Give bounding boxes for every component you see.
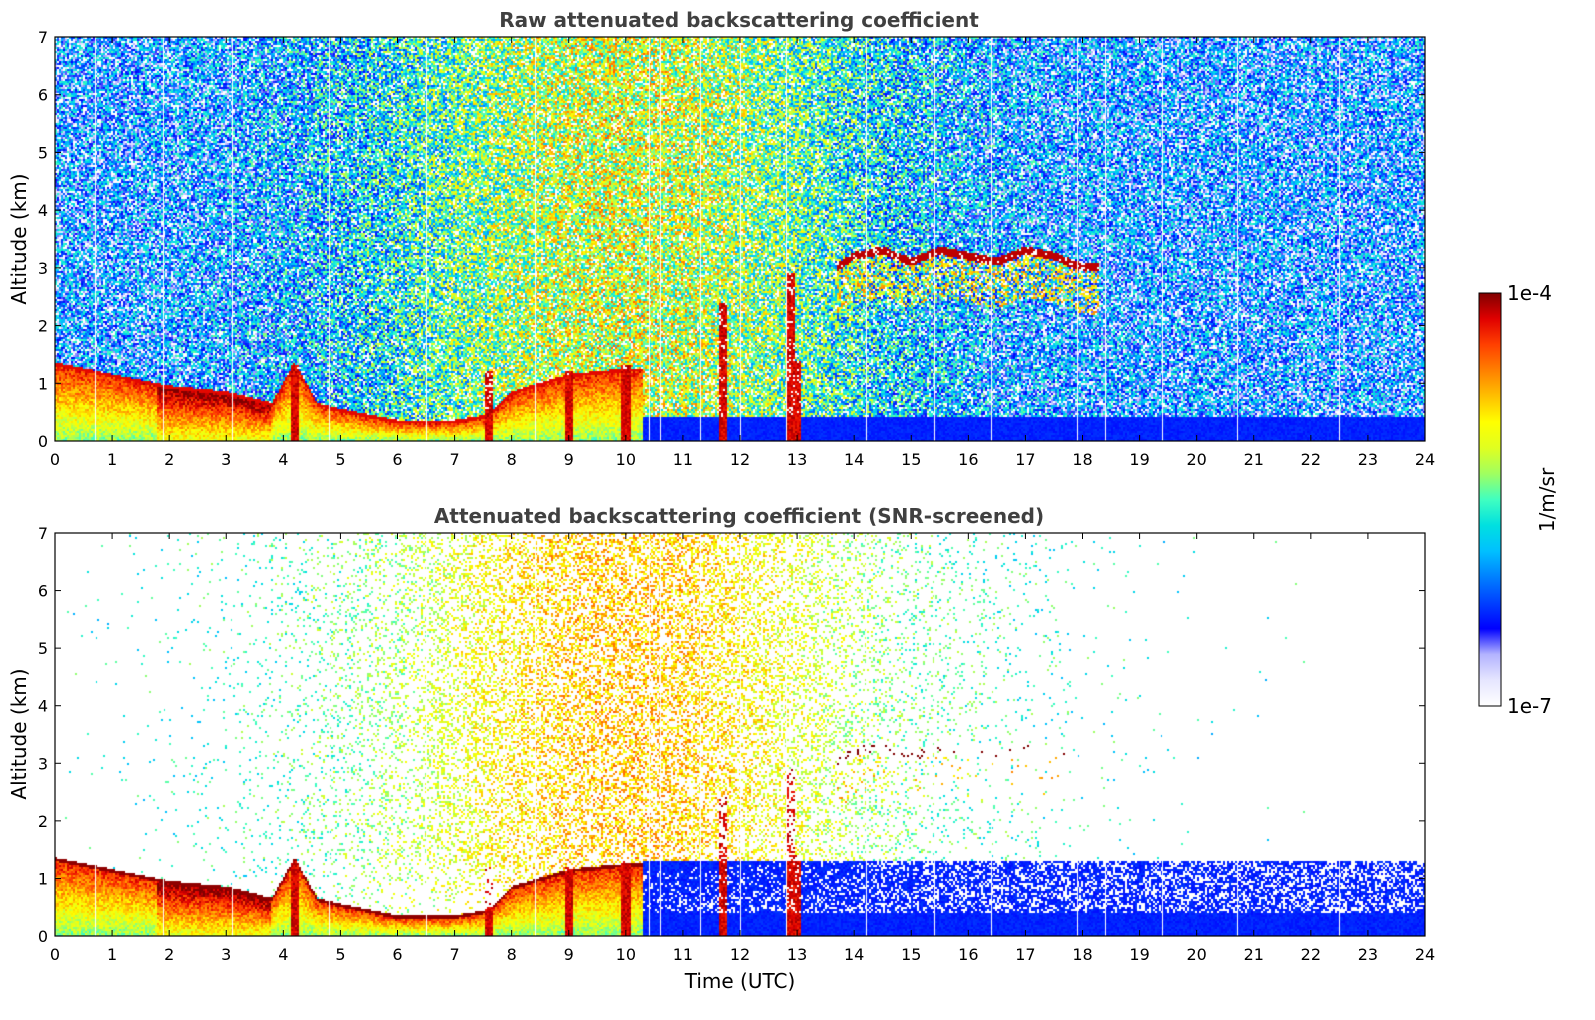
top-y-axis-label: Altitude (km) (7, 173, 31, 304)
bottom-y-tick-label: 7 (38, 524, 48, 543)
bottom-y-tick-label: 4 (38, 697, 48, 716)
bottom-x-tick-label: 23 (1358, 945, 1378, 964)
bottom-x-tick-label: 13 (787, 945, 807, 964)
bottom-x-tick-label: 1 (107, 945, 117, 964)
top-y-tick-label: 6 (38, 86, 48, 105)
x-axis-label: Time (UTC) (684, 969, 796, 993)
top-y-tick-label: 1 (38, 374, 48, 393)
colorbar-unit-label: 1/m/sr (1535, 467, 1559, 532)
bottom-panel-title: Attenuated backscattering coefficient (S… (434, 504, 1044, 528)
top-x-tick-label: 14 (844, 450, 864, 469)
bottom-x-tick-label: 18 (1072, 945, 1092, 964)
bottom-x-tick-label: 22 (1301, 945, 1321, 964)
top-x-tick-label: 20 (1186, 450, 1206, 469)
top-y-tick-label: 4 (38, 201, 48, 220)
top-y-tick-label: 7 (38, 28, 48, 47)
top-x-tick-label: 21 (1244, 450, 1264, 469)
top-x-tick-label: 9 (564, 450, 574, 469)
top-x-tick-label: 10 (616, 450, 636, 469)
top-x-tick-label: 22 (1301, 450, 1321, 469)
colorbar: 1e-4 1e-7 1/m/sr (1478, 281, 1559, 718)
top-x-tick-label: 24 (1415, 450, 1435, 469)
top-x-tick-label: 2 (164, 450, 174, 469)
bottom-x-tick-label: 16 (958, 945, 978, 964)
top-x-ticks: 0 1 2 3 4 5 6 7 8 9 10 11 12 13 14 15 16 17 18 19 20 21 22 23 24 (50, 37, 1435, 469)
top-x-tick-label: 18 (1072, 450, 1092, 469)
top-x-tick-label: 3 (221, 450, 231, 469)
bottom-x-tick-label: 20 (1186, 945, 1206, 964)
top-x-tick-label: 0 (50, 450, 60, 469)
bottom-y-ticks: 0 1 2 3 4 5 6 7 (38, 524, 1425, 946)
bottom-y-tick-label: 6 (38, 582, 48, 601)
top-x-tick-label: 4 (278, 450, 288, 469)
top-x-tick-label: 8 (507, 450, 517, 469)
bottom-x-ticks: 0 1 2 3 4 5 6 7 8 9 10 11 12 13 14 15 16 17 18 19 20 21 22 23 24 (50, 533, 1435, 964)
bottom-x-tick-label: 21 (1244, 945, 1264, 964)
bottom-x-tick-label: 3 (221, 945, 231, 964)
bottom-x-tick-label: 7 (449, 945, 459, 964)
bottom-x-tick-label: 4 (278, 945, 288, 964)
bottom-x-tick-label: 2 (164, 945, 174, 964)
bottom-x-tick-label: 10 (616, 945, 636, 964)
top-x-tick-label: 13 (787, 450, 807, 469)
top-x-tick-label: 23 (1358, 450, 1378, 469)
colorbar-gradient (1478, 292, 1502, 707)
top-x-tick-label: 19 (1129, 450, 1149, 469)
top-panel: Raw attenuated backscattering coefficien… (7, 8, 1435, 469)
top-y-ticks: 0 1 2 3 4 5 6 7 (38, 28, 1425, 451)
top-y-tick-label: 2 (38, 317, 48, 336)
bottom-y-tick-label: 0 (38, 927, 48, 946)
top-y-tick-label: 5 (38, 143, 48, 162)
bottom-y-axis-label: Altitude (km) (7, 668, 31, 799)
bottom-x-tick-label: 6 (392, 945, 402, 964)
bottom-y-tick-label: 5 (38, 639, 48, 658)
bottom-x-tick-label: 14 (844, 945, 864, 964)
bottom-x-tick-label: 17 (1015, 945, 1035, 964)
bottom-x-tick-label: 0 (50, 945, 60, 964)
top-y-tick-label: 0 (38, 432, 48, 451)
top-x-tick-label: 5 (335, 450, 345, 469)
top-heatmap (55, 37, 1425, 441)
top-panel-title: Raw attenuated backscattering coefficien… (499, 8, 979, 32)
bottom-x-tick-label: 24 (1415, 945, 1435, 964)
bottom-x-tick-label: 8 (507, 945, 517, 964)
bottom-x-tick-label: 5 (335, 945, 345, 964)
top-x-tick-label: 15 (901, 450, 921, 469)
top-x-tick-label: 11 (673, 450, 693, 469)
bottom-x-tick-label: 19 (1129, 945, 1149, 964)
bottom-heatmap (55, 533, 1425, 936)
top-x-tick-label: 7 (449, 450, 459, 469)
bottom-x-tick-label: 11 (673, 945, 693, 964)
bottom-x-tick-label: 15 (901, 945, 921, 964)
top-x-tick-label: 12 (730, 450, 750, 469)
top-x-tick-label: 16 (958, 450, 978, 469)
bottom-x-tick-label: 9 (564, 945, 574, 964)
colorbar-min-label: 1e-7 (1507, 694, 1552, 718)
bottom-y-tick-label: 3 (38, 754, 48, 773)
top-y-tick-label: 3 (38, 259, 48, 278)
bottom-y-tick-label: 1 (38, 869, 48, 888)
bottom-panel: Attenuated backscattering coefficient (S… (7, 504, 1435, 993)
colorbar-max-label: 1e-4 (1507, 281, 1552, 305)
top-x-tick-label: 6 (392, 450, 402, 469)
top-x-tick-label: 17 (1015, 450, 1035, 469)
bottom-y-tick-label: 2 (38, 812, 48, 831)
bottom-x-tick-label: 12 (730, 945, 750, 964)
top-x-tick-label: 1 (107, 450, 117, 469)
